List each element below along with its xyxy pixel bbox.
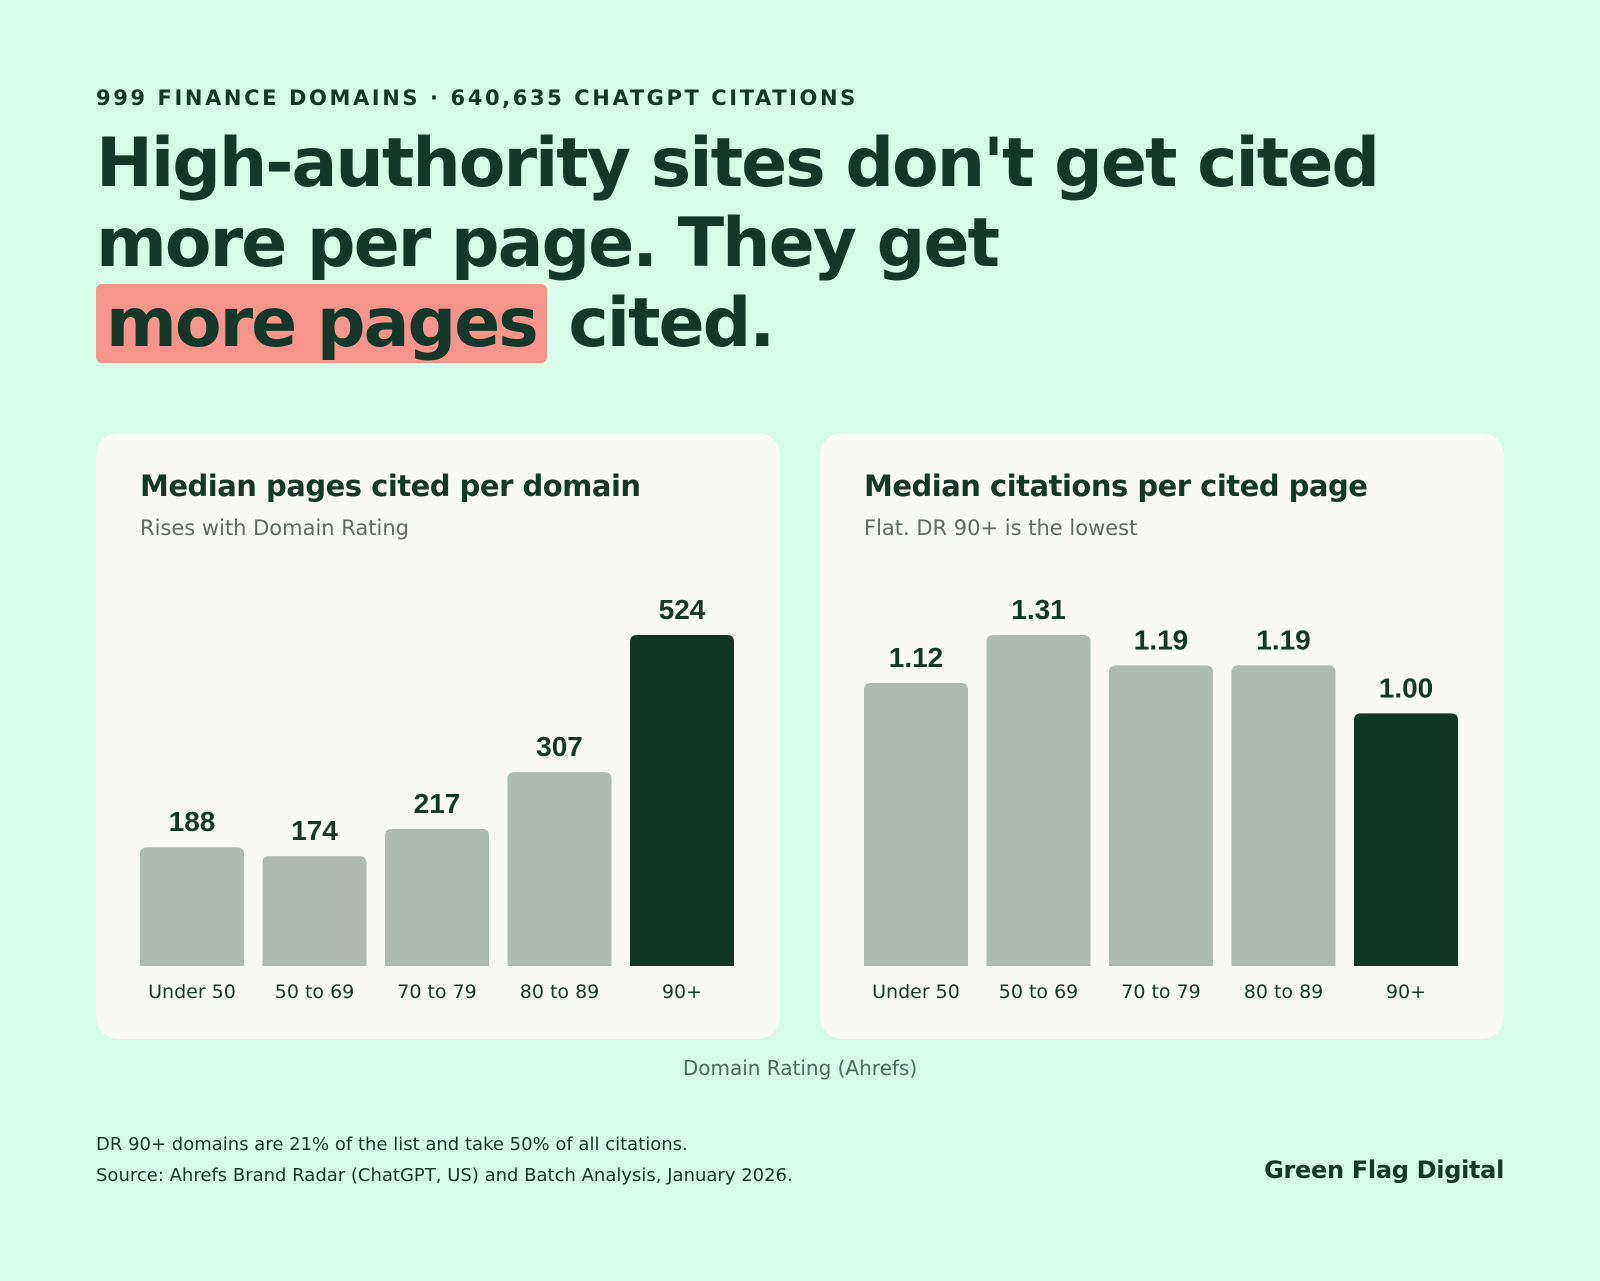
x-tick-label: 80 to 89 [1244, 981, 1324, 1003]
x-tick-label: 50 to 69 [999, 981, 1079, 1003]
chart-subtitle: Rises with Domain Rating [140, 516, 410, 540]
eyebrow-label: 999 FINANCE DOMAINS · 640,635 CHATGPT CI… [96, 86, 858, 110]
x-tick-label: 80 to 89 [520, 981, 600, 1003]
data-label: 307 [536, 731, 583, 762]
data-label: 1.12 [889, 642, 944, 673]
data-label: 1.19 [1256, 624, 1311, 655]
footer-note: DR 90+ domains are 21% of the list and t… [96, 1134, 688, 1155]
chart-card-citations: Median citations per cited page Flat. DR… [820, 433, 1504, 1039]
chart-title: Median pages cited per domain [140, 469, 641, 503]
x-tick-label: 70 to 79 [1121, 981, 1201, 1003]
footer-source: Source: Ahrefs Brand Radar (ChatGPT, US)… [96, 1165, 793, 1186]
headline-part-2: cited. [568, 284, 775, 363]
bar-90- [1354, 713, 1458, 966]
chart-subtitle: Flat. DR 90+ is the lowest [864, 516, 1138, 540]
x-tick-label: 70 to 79 [397, 981, 477, 1003]
x-tick-label: 50 to 69 [275, 981, 355, 1003]
data-label: 188 [169, 806, 216, 837]
bar-90- [630, 635, 734, 966]
headline: High-authority sites don't get cited mor… [96, 124, 1476, 364]
data-label: 1.31 [1011, 594, 1066, 625]
chart-pages-svg: 188 Under 50 174 50 to 69 217 70 to 79 307 80 t… [140, 594, 734, 1003]
data-label: 217 [414, 788, 461, 819]
x-tick-label: 90+ [662, 981, 702, 1003]
chart-title: Median citations per cited page [864, 469, 1368, 503]
x-tick-label: Under 50 [872, 981, 960, 1003]
x-axis-title: Domain Rating (Ahrefs) [682, 1056, 918, 1080]
bar-80-to-89 [507, 772, 612, 966]
data-label: 174 [291, 815, 338, 846]
chart-card-pages: Median pages cited per domain Rises with… [96, 433, 780, 1039]
chart-citations-svg: 1.12 Under 50 1.31 50 to 69 1.19 70 to 79 1.19… [864, 594, 1458, 1003]
bar-50-to-69 [986, 635, 1091, 966]
bar-under-50 [140, 847, 244, 966]
bar-50-to-69 [262, 856, 367, 966]
headline-highlight: more pages [96, 284, 547, 363]
headline-part-1: High-authority sites don't get cited mor… [96, 124, 1380, 283]
bar-70-to-79 [1109, 665, 1213, 966]
bar-70-to-79 [385, 828, 489, 966]
x-tick-label: Under 50 [148, 981, 236, 1003]
x-tick-label: 90+ [1386, 981, 1426, 1003]
bar-under-50 [864, 683, 968, 966]
data-label: 524 [659, 594, 706, 625]
brand-logo-text: Green Flag Digital [1264, 1156, 1504, 1184]
data-label: 1.19 [1134, 624, 1189, 655]
data-label: 1.00 [1379, 672, 1434, 703]
bar-80-to-89 [1231, 665, 1336, 966]
